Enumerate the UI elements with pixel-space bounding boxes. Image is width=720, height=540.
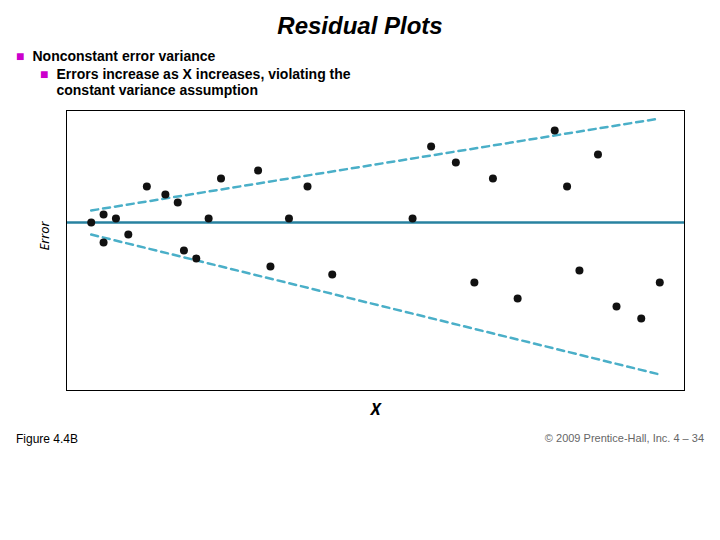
html-text:© 2009 Prentice-Hall, Inc. 4 –: © 2009 Prentice-Hall, Inc. 4 – 34 <box>544 432 704 444</box>
html-text:Residual Plots: Residual Plots <box>277 12 443 39</box>
html-text:Errors increase as X increases: Errors increase as X increases, violatin… <box>56 66 351 98</box>
html-text:Figure 4.4B: Figure 4.4B <box>16 432 78 446</box>
html-text:Nonconstant error variance: Nonconstant error variance <box>32 48 216 64</box>
svg-text:Error: Error <box>35 220 53 250</box>
svg-text:X: X <box>370 398 383 420</box>
